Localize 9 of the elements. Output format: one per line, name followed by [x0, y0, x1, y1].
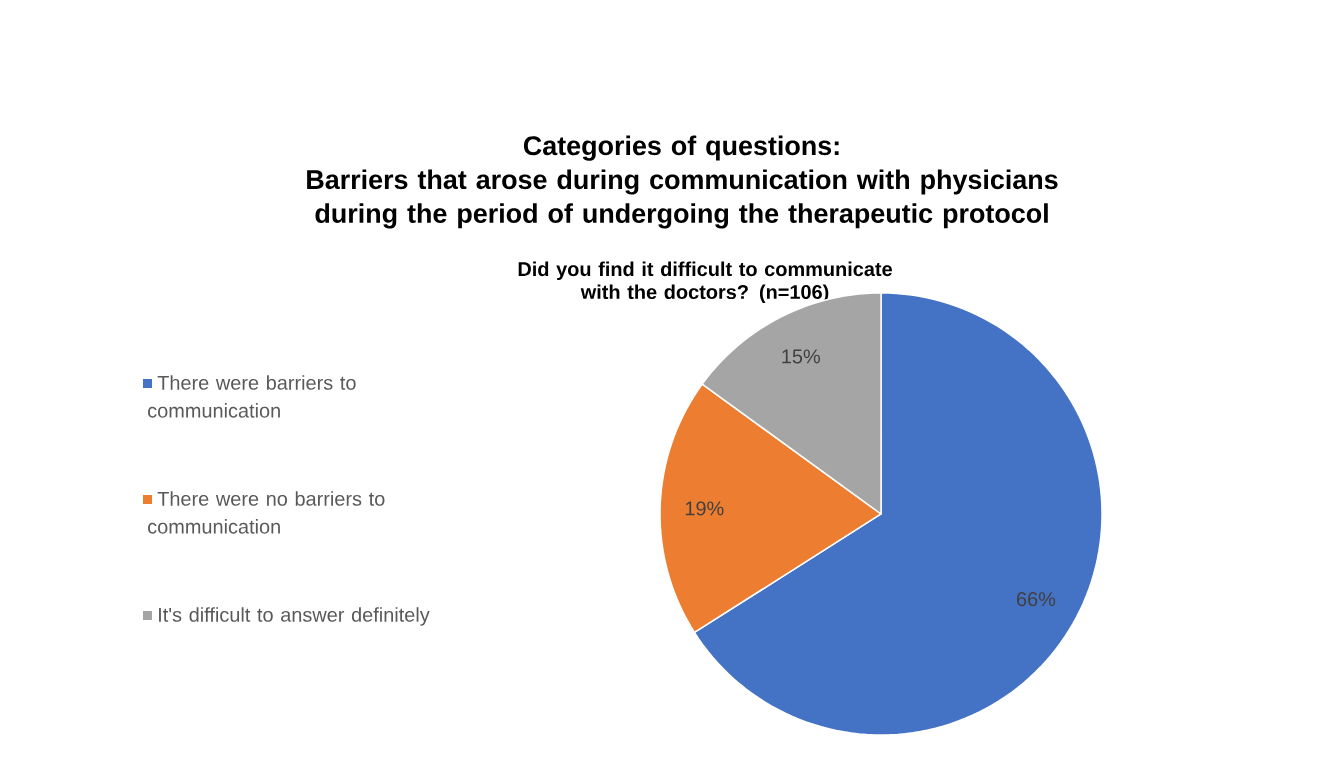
chart-title: Categories of questions: [523, 135, 839, 161]
legend-label: There were no barriers to communication [148, 491, 385, 534]
legend-label: There were barriers to communication [148, 375, 356, 418]
text: Did you find it difficult to communicate with the doctors? (n=106) [518, 261, 892, 304]
data-label: 66% [1017, 592, 1056, 607]
data-label: 15% [782, 349, 820, 364]
chart-subtitle: Barriers that arose during communication with physicians during the period of undergoing the therapeutic protocol [307, 169, 1058, 229]
data-label: 19% [685, 501, 724, 516]
legend-label: It's difficult to answer definitely [159, 607, 430, 626]
